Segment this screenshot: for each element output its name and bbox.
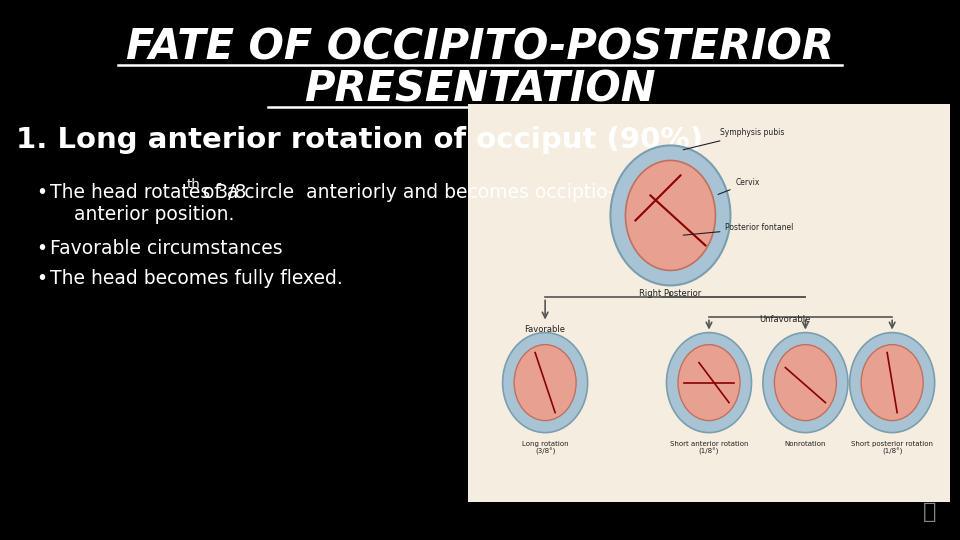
Text: th: th xyxy=(187,179,201,192)
Text: •: • xyxy=(36,183,47,201)
Text: anterior position.: anterior position. xyxy=(50,206,234,225)
Text: •: • xyxy=(36,269,47,288)
Text: Cervix: Cervix xyxy=(718,178,759,194)
Text: of a circle  anteriorly and becomes occiptio-: of a circle anteriorly and becomes occip… xyxy=(197,183,614,201)
Text: Unfavorable: Unfavorable xyxy=(759,315,811,325)
Ellipse shape xyxy=(678,345,740,421)
Text: •: • xyxy=(36,239,47,258)
FancyBboxPatch shape xyxy=(468,104,950,502)
Text: 🔈: 🔈 xyxy=(924,502,937,522)
Text: PRESENTATION: PRESENTATION xyxy=(304,69,656,111)
Text: 1. Long anterior rotation of occiput (90%): 1. Long anterior rotation of occiput (90… xyxy=(16,126,703,154)
Ellipse shape xyxy=(515,345,576,421)
Ellipse shape xyxy=(666,333,752,433)
Ellipse shape xyxy=(861,345,924,421)
Text: Short posterior rotation
(1/8°): Short posterior rotation (1/8°) xyxy=(852,441,933,455)
Ellipse shape xyxy=(763,333,848,433)
Ellipse shape xyxy=(850,333,935,433)
Text: Posterior fontanel: Posterior fontanel xyxy=(684,224,794,235)
Text: Long rotation
(3/8°): Long rotation (3/8°) xyxy=(522,441,568,455)
Text: Right Posterior: Right Posterior xyxy=(639,289,702,298)
Ellipse shape xyxy=(626,160,715,271)
Text: Favorable: Favorable xyxy=(524,326,565,334)
Ellipse shape xyxy=(503,333,588,433)
Text: The head rotates 3/8: The head rotates 3/8 xyxy=(50,183,247,201)
Text: Favorable circumstances: Favorable circumstances xyxy=(50,239,282,258)
Ellipse shape xyxy=(775,345,836,421)
Text: Nonrotation: Nonrotation xyxy=(784,441,827,447)
Text: The head becomes fully flexed.: The head becomes fully flexed. xyxy=(50,269,343,288)
Text: Symphysis pubis: Symphysis pubis xyxy=(684,129,785,150)
Text: Short anterior rotation
(1/8°): Short anterior rotation (1/8°) xyxy=(670,441,748,455)
Text: FATE OF OCCIPITO-POSTERIOR: FATE OF OCCIPITO-POSTERIOR xyxy=(126,27,834,69)
Ellipse shape xyxy=(611,145,731,286)
